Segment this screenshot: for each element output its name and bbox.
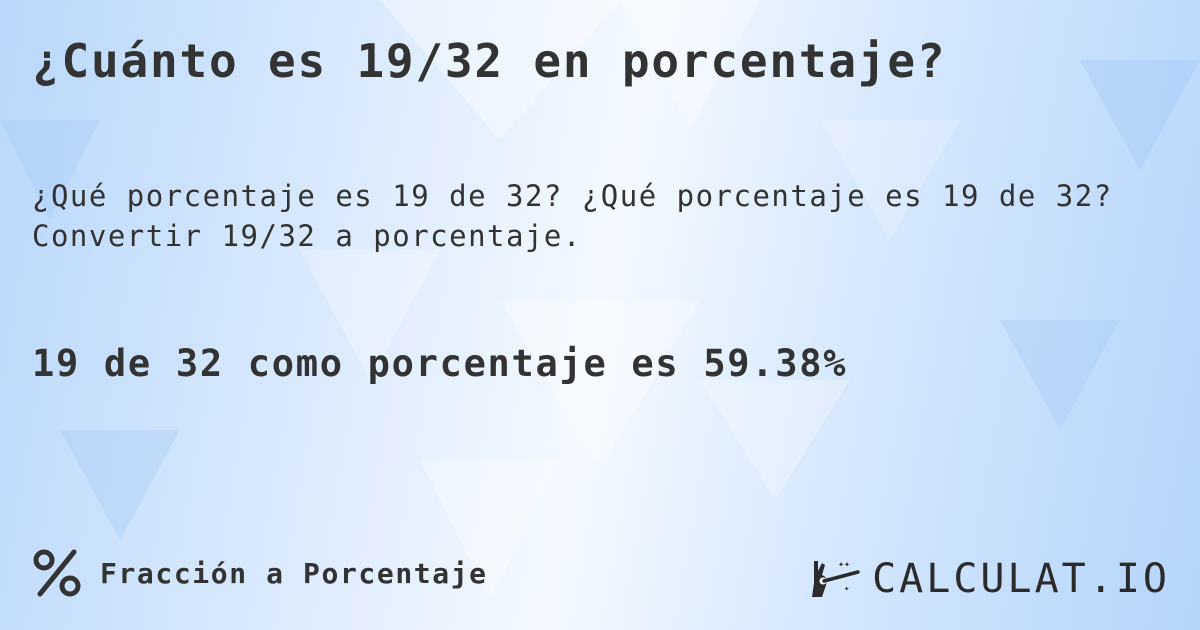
logo[interactable]: ✦✦ ✦ CALCULAT.IO	[810, 556, 1170, 602]
page-title: ¿Cuánto es 19/32 en porcentaje?	[32, 34, 947, 88]
question-line-1: ¿Qué porcentaje es 19 de 32? ¿Qué porcen…	[32, 179, 1113, 213]
svg-text:✦: ✦	[844, 584, 850, 594]
result-text: 19 de 32 como porcentaje es 59.38%	[32, 342, 848, 385]
category-label: Fracción a Porcentaje	[100, 556, 488, 590]
category-link[interactable]: Fracción a Porcentaje	[32, 548, 488, 598]
percent-icon	[33, 549, 81, 597]
svg-text:✦✦: ✦✦	[838, 559, 850, 570]
magic-hand-icon: ✦✦ ✦	[812, 559, 860, 597]
logo-text: CALCULAT.IO	[872, 556, 1170, 602]
question-line-2: Convertir 19/32 a porcentaje.	[32, 219, 582, 253]
question-text: ¿Qué porcentaje es 19 de 32? ¿Qué porcen…	[32, 176, 1113, 256]
